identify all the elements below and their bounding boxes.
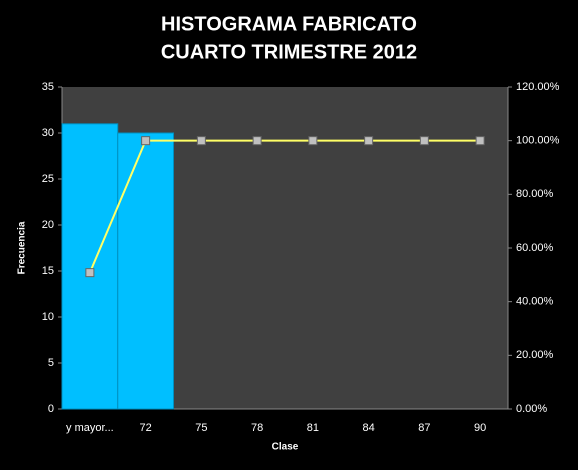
line	[88, 139, 481, 274]
y2-tick-label: 40.00%	[516, 296, 554, 308]
y-tick-label: 35	[42, 81, 54, 93]
y-tick-label: 30	[42, 127, 54, 139]
y2-tick-label: 120.00%	[516, 81, 560, 93]
y-tick-label: 25	[42, 173, 54, 185]
bar	[61, 123, 119, 410]
marker	[85, 268, 95, 278]
marker	[141, 136, 151, 146]
x-tick-label: 90	[474, 422, 486, 434]
y2-tick-label: 20.00%	[516, 349, 554, 361]
x-tick-label: 81	[307, 422, 319, 434]
y-tick-label: 15	[42, 265, 54, 277]
x-tick-label: 84	[363, 422, 375, 434]
y-tick-label: 5	[48, 357, 54, 369]
y-tick-label: 20	[42, 219, 54, 231]
marker	[308, 136, 318, 146]
y2-tick-label: 60.00%	[516, 242, 554, 254]
bar	[117, 132, 174, 410]
x-axis-title: Clase	[272, 442, 299, 453]
x-tick-label: 72	[140, 422, 152, 434]
chart-title: CUARTO TRIMESTRE 2012	[161, 41, 417, 63]
marker	[364, 136, 374, 146]
y-axis-title: Frecuencia	[17, 221, 28, 274]
y-tick-label: 0	[48, 403, 54, 415]
marker	[475, 136, 485, 146]
x-tick-label: 78	[251, 422, 263, 434]
y2-tick-label: 100.00%	[516, 135, 560, 147]
y-tick-label: 10	[42, 311, 54, 323]
y2-tick-label: 0.00%	[516, 403, 547, 415]
marker	[196, 136, 206, 146]
x-tick-label: 75	[195, 422, 207, 434]
y2-tick-label: 80.00%	[516, 188, 554, 200]
x-tick-label: 87	[418, 422, 430, 434]
marker	[252, 136, 262, 146]
x-tick-label: y mayor...	[66, 422, 114, 434]
chart-title: HISTOGRAMA FABRICATO	[161, 13, 417, 35]
marker	[419, 136, 429, 146]
